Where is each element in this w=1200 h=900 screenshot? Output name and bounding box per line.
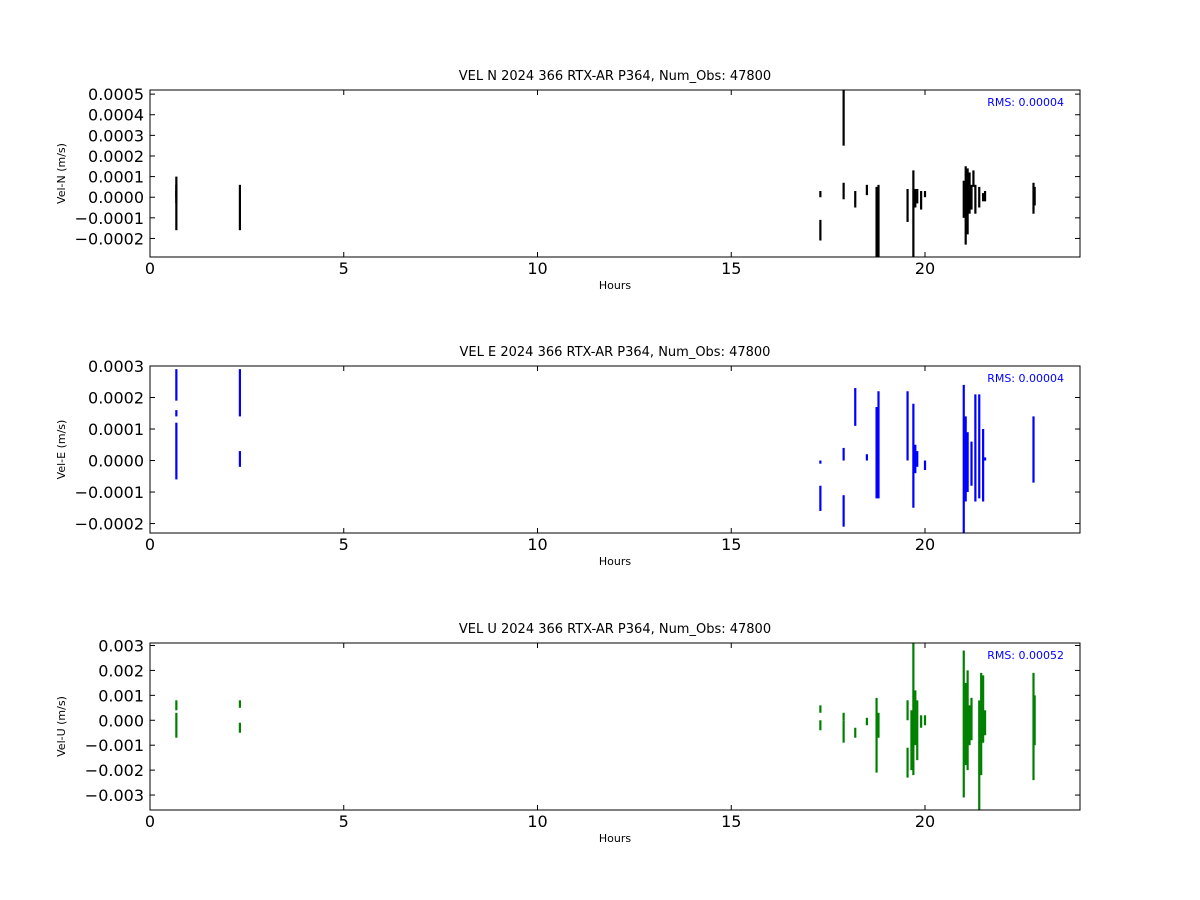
x-axis-label: Hours: [599, 279, 631, 292]
x-tick-label: 0: [145, 259, 155, 278]
x-tick-label: 20: [915, 535, 935, 554]
x-tick-label: 10: [527, 535, 547, 554]
x-tick-label: 5: [339, 812, 349, 831]
x-tick-label: 20: [915, 259, 935, 278]
y-tick-label: 0.0000: [88, 188, 144, 207]
y-tick-label: 0.001: [98, 686, 144, 705]
x-tick-label: 5: [339, 535, 349, 554]
x-tick-label: 10: [527, 812, 547, 831]
y-tick-label: −0.003: [85, 786, 144, 805]
x-tick-label: 0: [145, 535, 155, 554]
y-tick-label: 0.0001: [88, 420, 144, 439]
panel-title: VEL U 2024 366 RTX-AR P364, Num_Obs: 478…: [459, 622, 771, 637]
panel-2: VEL E 2024 366 RTX-AR P364, Num_Obs: 478…: [55, 345, 1081, 568]
y-tick-label: −0.002: [85, 761, 144, 780]
panel-1: VEL N 2024 366 RTX-AR P364, Num_Obs: 478…: [55, 69, 1081, 292]
y-tick-label: 0.0003: [88, 126, 144, 145]
y-tick-label: 0.0000: [88, 452, 144, 471]
panel-title: VEL E 2024 366 RTX-AR P364, Num_Obs: 478…: [460, 345, 771, 360]
panel-3: VEL U 2024 366 RTX-AR P364, Num_Obs: 478…: [55, 622, 1081, 845]
y-tick-label: −0.001: [85, 736, 144, 755]
y-tick-label: 0.000: [98, 711, 144, 730]
y-tick-label: 0.0004: [88, 106, 144, 125]
x-tick-label: 10: [527, 259, 547, 278]
rms-annotation: RMS: 0.00052: [987, 649, 1064, 662]
x-axis-label: Hours: [599, 555, 631, 568]
y-tick-label: 0.0002: [88, 147, 144, 166]
y-axis-label: Vel-U (m/s): [55, 696, 68, 757]
x-tick-label: 15: [721, 259, 741, 278]
x-tick-label: 15: [721, 812, 741, 831]
x-tick-label: 20: [915, 812, 935, 831]
plot-frame: [149, 89, 1081, 258]
y-tick-label: 0.0005: [88, 85, 144, 104]
x-tick-label: 0: [145, 812, 155, 831]
y-tick-label: −0.0002: [75, 515, 144, 534]
y-tick-label: 0.0002: [88, 389, 144, 408]
rms-annotation: RMS: 0.00004: [987, 96, 1064, 109]
y-tick-label: 0.003: [98, 636, 144, 655]
y-tick-label: −0.0002: [75, 229, 144, 248]
plot-frame: [149, 642, 1081, 811]
rms-annotation: RMS: 0.00004: [987, 372, 1064, 385]
y-tick-label: 0.0001: [88, 168, 144, 187]
plot-frame: [149, 365, 1081, 534]
y-tick-label: −0.0001: [75, 209, 144, 228]
y-tick-label: 0.0003: [88, 357, 144, 376]
x-tick-label: 5: [339, 259, 349, 278]
x-tick-label: 15: [721, 535, 741, 554]
y-axis-label: Vel-E (m/s): [55, 420, 68, 480]
y-axis-label: Vel-N (m/s): [55, 143, 68, 204]
y-tick-label: 0.002: [98, 661, 144, 680]
panel-title: VEL N 2024 366 RTX-AR P364, Num_Obs: 478…: [459, 69, 771, 84]
x-axis-label: Hours: [599, 832, 631, 845]
y-tick-label: −0.0001: [75, 483, 144, 502]
